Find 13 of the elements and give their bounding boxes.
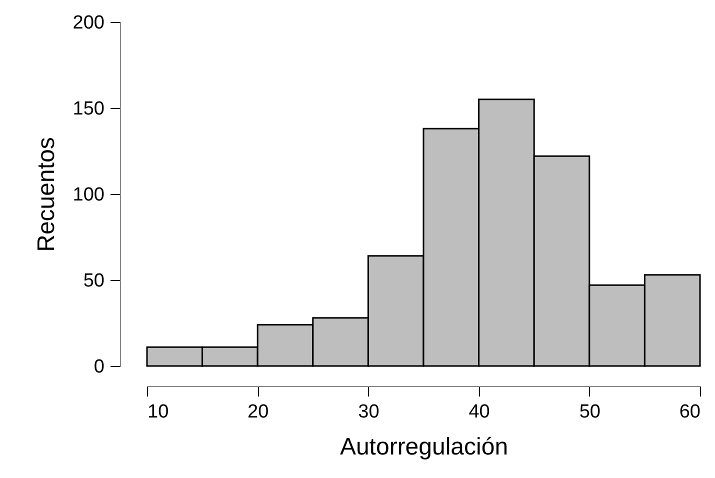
- x-tick-label: 60: [679, 402, 700, 422]
- x-axis-title: Autorregulación: [340, 434, 508, 460]
- y-tick-label: 150: [72, 98, 104, 120]
- x-tick-label: 50: [579, 402, 600, 422]
- x-tick-label: 40: [468, 402, 490, 422]
- y-axis-title: Recuentos: [32, 137, 60, 252]
- y-tick-label: 50: [83, 270, 104, 292]
- y-tick-label: 0: [94, 356, 104, 378]
- x-tick-label: 20: [248, 402, 269, 422]
- x-tick-label: 10: [148, 402, 169, 422]
- x-tick-label: 30: [358, 402, 380, 422]
- y-tick-label: 100: [72, 184, 104, 206]
- y-tick-label: 200: [72, 12, 104, 34]
